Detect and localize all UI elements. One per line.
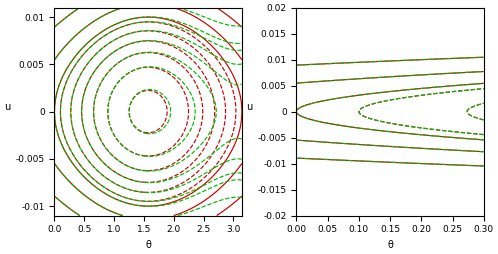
X-axis label: θ: θ [145, 240, 151, 250]
Y-axis label: u: u [246, 102, 252, 112]
X-axis label: θ: θ [387, 240, 393, 250]
Y-axis label: u: u [4, 102, 10, 112]
